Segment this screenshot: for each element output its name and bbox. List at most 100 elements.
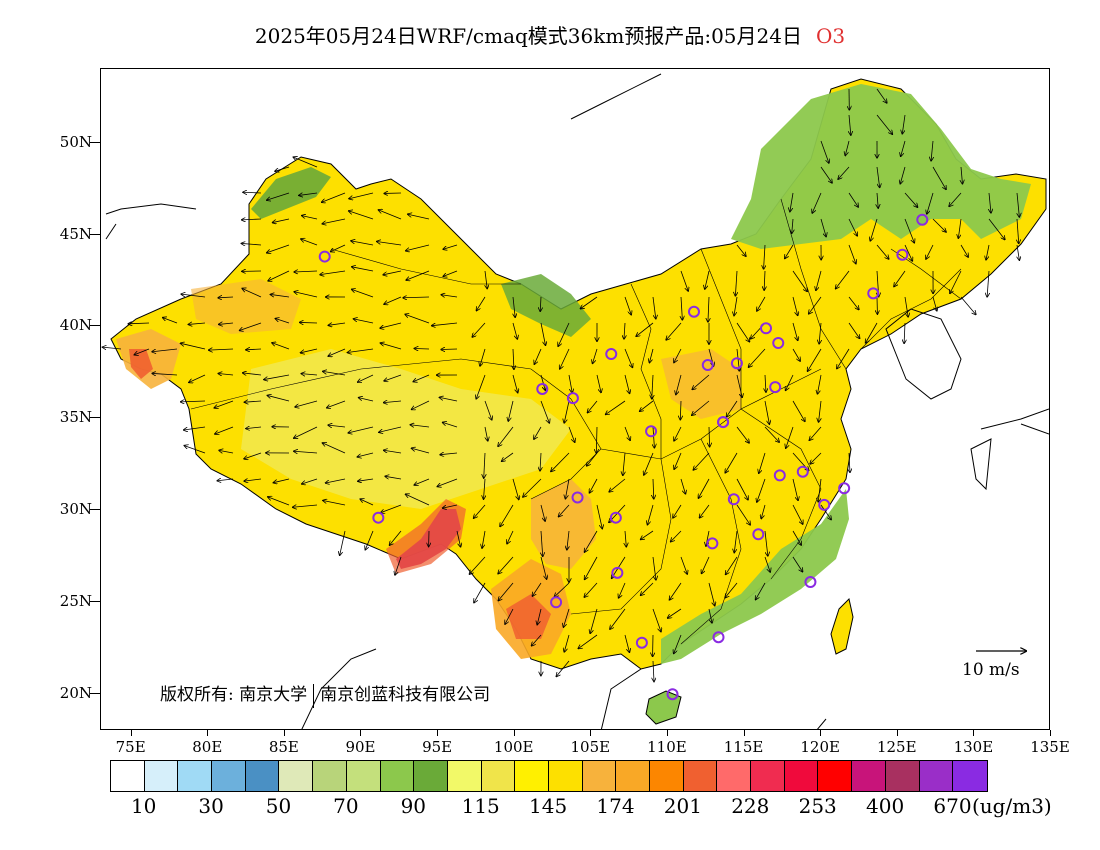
wind-arrow — [275, 319, 290, 324]
lon-tick — [130, 730, 132, 736]
colorbar-swatch — [313, 761, 347, 791]
wind-arrow — [819, 400, 822, 422]
wind-arrow — [932, 296, 937, 311]
wind-arrow — [792, 218, 793, 233]
wind-arrow — [1017, 244, 1019, 260]
wind-arrow — [904, 218, 914, 243]
wind-arrow — [848, 218, 857, 236]
colorbar-swatch — [111, 761, 145, 791]
wind-arrow — [676, 374, 682, 395]
wind-arrow — [894, 270, 906, 286]
wind-arrow — [395, 556, 402, 575]
wind-vectors — [102, 88, 1019, 681]
colorbar-label: 228 — [731, 794, 770, 818]
colorbar-unit: (ug/m3) — [972, 794, 1052, 818]
wind-arrow — [264, 374, 290, 380]
lon-tick — [896, 730, 898, 736]
wind-arrow — [302, 216, 318, 220]
city-station-marker — [796, 465, 809, 478]
city-station-marker — [536, 382, 549, 395]
wind-arrow — [674, 452, 682, 469]
wind-arrow — [987, 270, 989, 297]
colorbar-swatch — [144, 761, 179, 791]
wind-arrow — [578, 634, 598, 649]
wind-arrow — [764, 270, 765, 290]
wind-arrow — [625, 530, 626, 547]
wind-arrow — [275, 166, 290, 171]
wind-arrow — [534, 348, 542, 364]
wind-arrow — [680, 556, 687, 574]
wind-arrow — [293, 157, 318, 168]
wind-arrow — [246, 427, 262, 429]
map-title: 2025年05月24日WRF/cmaq模式36km预报产品:05月24日 O3 — [0, 20, 1100, 49]
wind-arrow — [242, 288, 262, 298]
wind-arrow — [349, 192, 374, 199]
wind-arrow — [736, 244, 746, 256]
city-station-marker — [730, 357, 743, 370]
wind-arrow — [653, 478, 654, 499]
wind-arrow — [181, 343, 206, 350]
wind-arrow — [189, 374, 206, 382]
wind-arrow — [299, 193, 318, 195]
wind-arrow — [564, 400, 570, 423]
wind-arrow — [668, 608, 682, 618]
wind-arrow — [585, 530, 598, 552]
wind-arrow — [736, 504, 750, 525]
wind-arrow — [484, 400, 492, 420]
lon-tick — [1050, 730, 1051, 736]
wind-arrow — [792, 348, 800, 361]
wind-arrow — [152, 348, 178, 352]
wind-arrow — [792, 530, 801, 545]
wind-arrow — [849, 452, 850, 472]
wind-arrow — [848, 244, 856, 264]
wind-arrow — [500, 504, 514, 526]
wind-arrow — [958, 218, 962, 238]
colorbar-label: 174 — [596, 794, 635, 818]
wind-arrow — [584, 582, 598, 597]
wind-arrow — [244, 401, 262, 402]
wind-arrow — [725, 452, 738, 473]
colorbar-label: 253 — [798, 794, 837, 818]
wind-arrow — [181, 294, 206, 298]
wind-arrow — [736, 478, 748, 500]
wind-arrow — [986, 244, 990, 260]
city-station-marker — [760, 322, 772, 335]
lat-tick — [90, 325, 100, 327]
colorbar-label: 50 — [265, 794, 292, 818]
wind-arrow — [680, 478, 685, 494]
wind-arrow — [484, 426, 488, 441]
wind-arrow — [624, 634, 629, 652]
wind-arrow — [764, 244, 765, 269]
wind-arrow — [836, 270, 850, 289]
wind-arrow — [641, 582, 654, 595]
wind-arrow — [674, 634, 682, 653]
wind-arrow — [792, 322, 798, 340]
wind-arrow — [708, 608, 712, 623]
map-panel — [100, 68, 1050, 730]
wind-arrow — [652, 556, 656, 580]
gansu-green-zone — [501, 274, 591, 337]
wind-arrow — [406, 270, 430, 280]
wind-arrow — [328, 425, 346, 427]
wind-arrow — [443, 422, 458, 428]
wind-arrow — [377, 241, 402, 246]
city-station-marker — [372, 511, 385, 524]
wind-arrow — [408, 214, 430, 220]
wind-arrow — [432, 322, 458, 326]
wind-arrow — [820, 166, 832, 183]
wind-arrow — [551, 452, 570, 471]
wind-arrow — [820, 504, 831, 520]
wind-arrow — [624, 296, 631, 315]
city-station-marker — [804, 576, 817, 589]
wind-arrow — [877, 192, 878, 208]
wind-arrow — [540, 556, 547, 579]
yunnan-red-core — [506, 594, 551, 639]
wind-arrow — [932, 218, 946, 232]
wind-arrow — [359, 398, 374, 402]
city-station-marker — [609, 511, 622, 524]
wind-arrow — [652, 374, 653, 399]
wind-arrow — [268, 497, 290, 506]
wind-arrow — [532, 582, 542, 596]
wind-arrow — [523, 478, 542, 497]
lon-tick — [437, 730, 439, 736]
